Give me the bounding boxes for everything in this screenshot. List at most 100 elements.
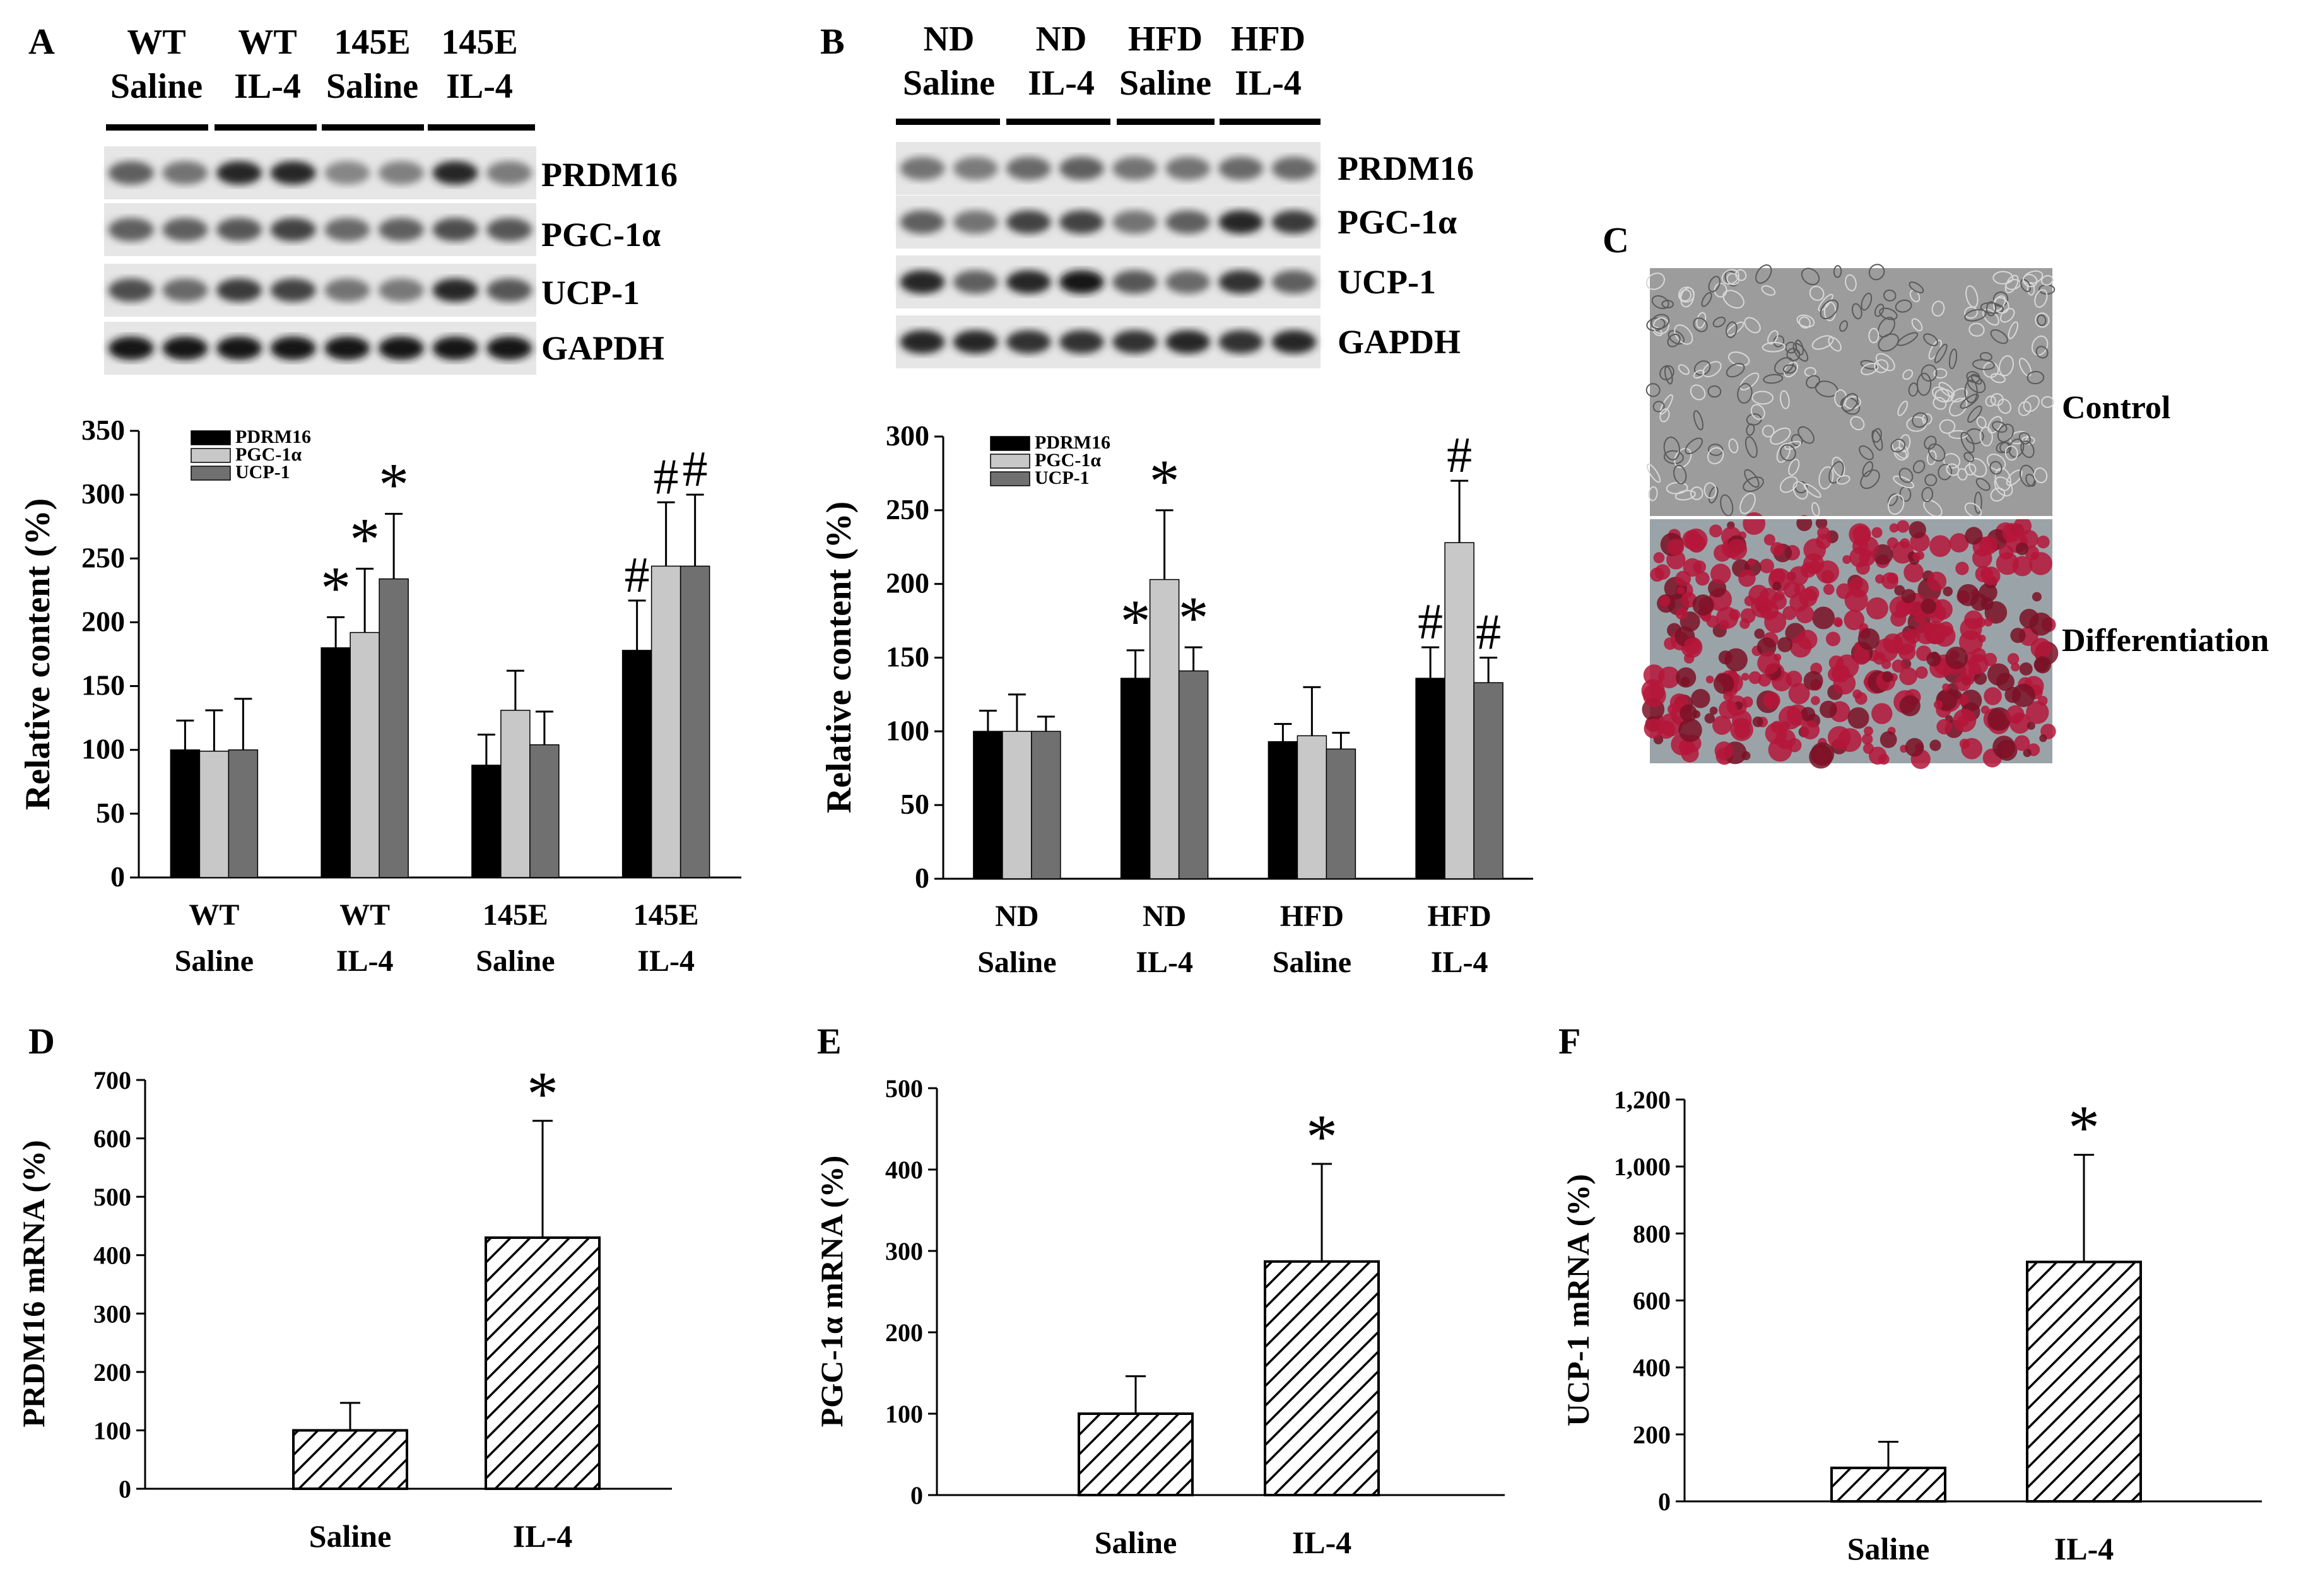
cell [1668, 330, 1685, 345]
blot-band [324, 218, 370, 242]
cell [1646, 463, 1661, 483]
lipid-droplet [1831, 664, 1850, 683]
lipid-droplet [2030, 638, 2052, 659]
lipid-droplet [1764, 611, 1787, 633]
blot-b-group-3-bar [1117, 119, 1215, 125]
cell [1968, 322, 1985, 337]
differentiation-micrograph [1641, 512, 2059, 770]
cell [1895, 299, 1912, 313]
cell [2008, 321, 2018, 339]
lipid-droplet [1713, 673, 1734, 695]
cell [1992, 271, 2014, 285]
blot-band [378, 218, 424, 242]
blot-band [1271, 270, 1317, 294]
bar-saline [1078, 1412, 1194, 1496]
lipid-droplet [1933, 700, 1943, 710]
bar-pgc-1- [650, 565, 681, 878]
cell [1908, 382, 1919, 397]
cell [1744, 317, 1761, 334]
blot-band [108, 336, 154, 360]
micrograph-background [1650, 268, 2052, 516]
cell [1726, 363, 1745, 378]
lipid-droplet [1866, 597, 1888, 619]
blot-a-group-3-bottom: Saline [326, 67, 418, 106]
cell [1841, 393, 1859, 412]
lipid-droplet [1924, 621, 1947, 645]
bar-ucp-1 [529, 744, 560, 878]
lipid-droplet [1812, 606, 1835, 630]
cell [1994, 467, 2011, 491]
lipid-droplet [2019, 662, 2033, 676]
cell [1861, 293, 1873, 311]
blot-band [432, 161, 478, 185]
lipid-droplet [1801, 720, 1820, 740]
blot-band [432, 218, 478, 242]
blot-band [486, 161, 532, 185]
cell [1883, 289, 1897, 302]
blot-b-group-3-bottom: Saline [1119, 64, 1211, 103]
bar-pdrm16 [1268, 741, 1298, 879]
cell [1650, 314, 1670, 330]
blot-band [162, 161, 208, 185]
blot-band [900, 330, 945, 354]
cell [1986, 454, 2006, 471]
cell [2031, 335, 2049, 356]
cell [1722, 290, 1744, 309]
lipid-droplet [1847, 707, 1869, 729]
cell [1648, 486, 1658, 502]
cell [1868, 264, 1885, 281]
blot-band [900, 210, 945, 234]
cell [1960, 394, 1979, 409]
cell [1979, 352, 1992, 361]
chart-d: 0 100 200 300 400 500 600 700 PRDM16 mRNA (%) Sal… [16, 1059, 672, 1554]
blot-band [486, 278, 532, 302]
cell [1703, 482, 1717, 499]
blot-band [1165, 330, 1211, 354]
blot-band [900, 270, 945, 294]
control-micrograph [1645, 264, 2056, 518]
significance-mark: * [1121, 587, 1151, 655]
lipid-droplet [1871, 703, 1893, 724]
y-axis-label: PRDM16 mRNA (%) [16, 1140, 51, 1427]
cell [1796, 314, 1815, 328]
y-tick-label: 200 [885, 1318, 923, 1347]
y-tick-label: 400 [93, 1241, 131, 1270]
y-tick-label: 350 [81, 414, 125, 446]
y-tick-label: 300 [81, 478, 125, 510]
lipid-droplet [1709, 524, 1722, 537]
significance-mark: * [379, 450, 409, 518]
cell [2004, 274, 2019, 293]
blot-band [1112, 330, 1157, 354]
cell [1762, 342, 1786, 353]
cell [1693, 410, 1703, 431]
cell [1690, 384, 1706, 401]
cell [1948, 348, 1958, 370]
blot-band [1059, 270, 1104, 294]
blot-b-row-1-label: PRDM16 [1338, 150, 1474, 187]
legend-swatch [990, 471, 1030, 486]
blot-a-group-4-bottom: IL-4 [446, 67, 513, 106]
cell [1923, 499, 1943, 517]
lipid-droplet [1882, 671, 1893, 683]
blot-band [216, 278, 262, 302]
cell [1646, 317, 1666, 331]
panel-label-a: A [28, 21, 55, 62]
y-tick-label: 600 [93, 1125, 131, 1153]
y-tick-label: 150 [81, 669, 125, 701]
x-tick-label: 145E [483, 898, 548, 932]
cell [1990, 329, 2008, 344]
cell [2034, 289, 2048, 308]
lipid-droplet [1704, 713, 1715, 724]
cell [2018, 358, 2032, 377]
lipid-droplet [1653, 552, 1665, 563]
blot-band [432, 336, 478, 360]
blot-b-group-2-top: ND [1036, 20, 1087, 59]
y-axis-label: PGC-1α mRNA (%) [814, 1156, 849, 1428]
cell [2020, 279, 2032, 293]
cell [1970, 373, 1982, 385]
bar-il-4 [1264, 1260, 1380, 1497]
lipid-droplet [1864, 726, 1873, 736]
lipid-droplet [1726, 539, 1748, 560]
panel-label-b: B [820, 21, 845, 62]
lipid-droplet [1654, 564, 1671, 580]
